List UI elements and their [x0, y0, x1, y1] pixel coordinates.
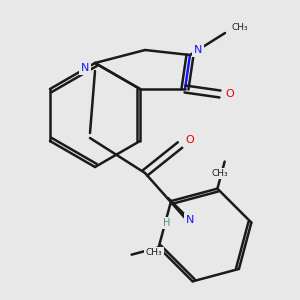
- Text: O: O: [226, 89, 234, 99]
- Text: CH₃: CH₃: [146, 248, 162, 257]
- Text: H: H: [163, 218, 171, 228]
- Text: CH₃: CH₃: [232, 23, 248, 32]
- Text: CH₃: CH₃: [212, 169, 228, 178]
- Text: N: N: [186, 215, 194, 225]
- Text: N: N: [81, 63, 89, 73]
- Text: O: O: [186, 135, 194, 145]
- Text: N: N: [194, 45, 202, 55]
